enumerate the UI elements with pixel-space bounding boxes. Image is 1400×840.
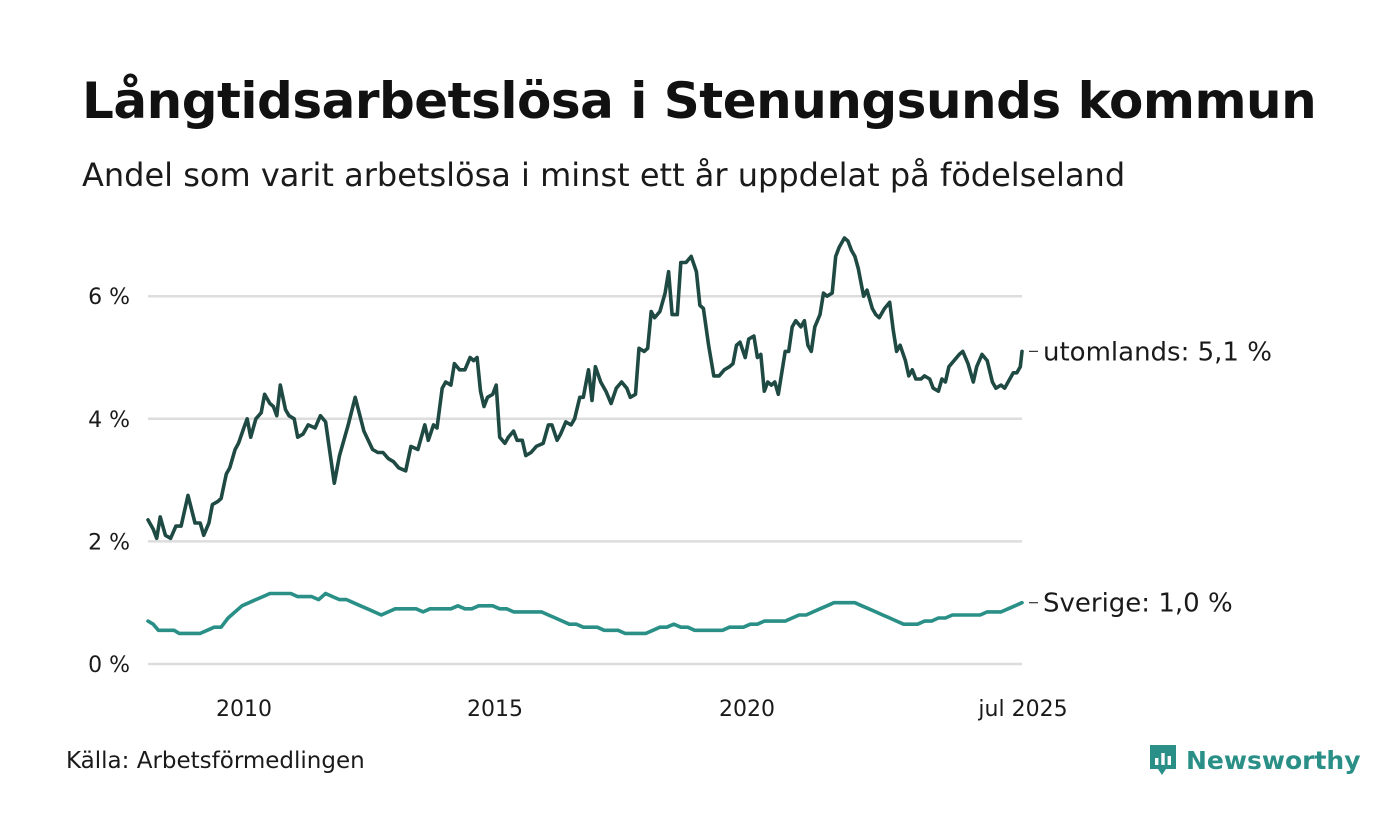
- newsworthy-logo-icon: [1150, 745, 1176, 775]
- x-axis-ticks: 2010 2015 2020 jul 2025: [216, 697, 1068, 722]
- gridlines: [148, 294, 1022, 666]
- x-tick-label: 2015: [467, 697, 523, 722]
- brand-logo[interactable]: Newsworthy: [1148, 743, 1361, 777]
- series-line-utomlands: [146, 236, 1024, 541]
- chart-subtitle: Andel som varit arbetslösa i minst ett å…: [82, 156, 1126, 194]
- y-axis-ticks: 0 % 2 % 4 % 6 %: [88, 285, 130, 678]
- series-line-sverige: [146, 591, 1024, 636]
- end-label-sverige: Sverige: 1,0 %: [1043, 589, 1233, 619]
- x-tick-label: 2020: [719, 697, 775, 722]
- end-label-utomlands: utomlands: 5,1 %: [1043, 337, 1272, 367]
- y-tick-label: 6 %: [88, 285, 130, 310]
- y-tick-label: 2 %: [88, 530, 130, 555]
- x-tick-label: jul 2025: [977, 697, 1067, 722]
- chart-title: Långtidsarbetslösa i Stenungsunds kommun: [82, 72, 1317, 130]
- x-tick-label: 2010: [216, 697, 272, 722]
- brand-name: Newsworthy: [1186, 745, 1361, 775]
- series-end-labels: utomlands: 5,1 % Sverige: 1,0 %: [1029, 337, 1272, 619]
- source-credit: Källa: Arbetsförmedlingen: [66, 748, 365, 774]
- y-tick-label: 0 %: [88, 653, 130, 678]
- y-tick-label: 4 %: [88, 408, 130, 433]
- series-lines: [146, 236, 1024, 636]
